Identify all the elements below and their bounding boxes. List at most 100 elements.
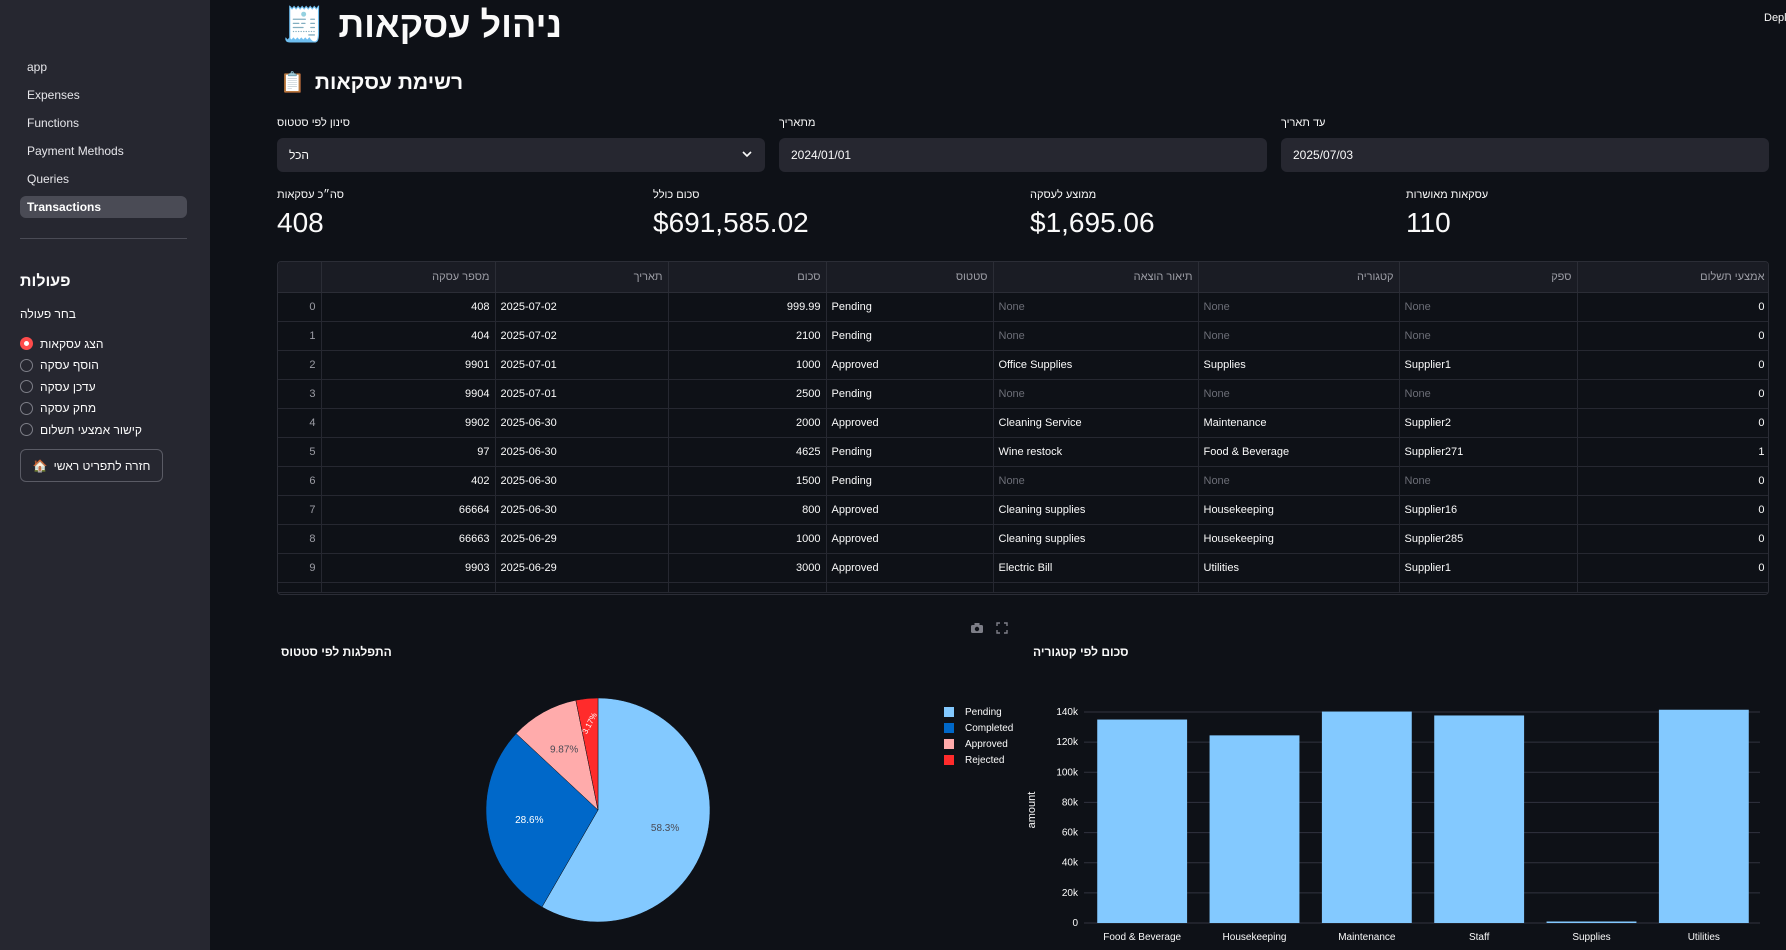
table-row[interactable]: 2 9901 2025-07-01 1000 Approved Office Suppli… xyxy=(278,350,1768,380)
clipboard-icon: 📋 xyxy=(280,72,305,94)
home-button[interactable]: 🏠 חזרה לתפריט ראשי xyxy=(20,449,163,482)
column-header[interactable]: תיאור הוצאה xyxy=(993,262,1199,293)
table-row[interactable]: 0 408 2025-07-02 999.99 Pending None None None 0 xyxy=(278,292,1768,322)
column-header[interactable]: אמצעי תשלום xyxy=(1577,262,1768,293)
page-title-text: ניהול עסקאות xyxy=(338,4,562,45)
to-date-value: 2025/07/03 xyxy=(1293,148,1354,162)
radio-option-label: עדכן עסקה xyxy=(40,379,96,394)
from-date-input[interactable]: 2024/01/01 xyxy=(779,138,1267,172)
legend-item[interactable]: Pending xyxy=(944,704,1013,720)
table-cell: 1 xyxy=(1577,437,1768,468)
table-cell: 4 xyxy=(278,408,322,438)
table-cell: Approved xyxy=(826,524,994,555)
pie-slice-completed[interactable] xyxy=(485,733,599,908)
chart-toolbar xyxy=(970,622,1008,637)
table-cell: Housekeeping xyxy=(1198,495,1400,526)
table-cell: 2025-06-29 xyxy=(495,553,669,584)
table-row[interactable]: 1 404 2025-07-02 2100 Pending None None None 0 xyxy=(278,321,1768,351)
table-cell: 404 xyxy=(321,321,496,351)
table-cell: 2100 xyxy=(668,321,827,351)
sidebar-item-app[interactable]: app xyxy=(27,60,48,74)
legend-item[interactable]: Approved xyxy=(944,736,1013,752)
radio-option-label: מחק עסקה xyxy=(40,401,97,416)
table-cell: Pending xyxy=(826,292,994,322)
action-radio-option[interactable]: מחק עסקה xyxy=(20,398,142,420)
status-filter-value: הכל xyxy=(289,148,310,162)
radio-option-label: הצג עסקאות xyxy=(40,336,104,351)
table-cell: 402 xyxy=(321,466,496,497)
status-filter-label: סינון לפי סטטוס xyxy=(277,117,350,129)
action-radio-option[interactable]: קישור אמצעי תשלום xyxy=(20,419,142,441)
column-header[interactable]: סכום xyxy=(668,262,827,293)
table-cell: None xyxy=(1198,379,1400,409)
table-row[interactable]: 4 9902 2025-06-30 2000 Approved Cleaning Serv… xyxy=(278,408,1768,438)
legend-label: Rejected xyxy=(965,754,1005,766)
column-header[interactable]: ספק xyxy=(1399,262,1578,293)
sidebar-item-transactions[interactable]: Transactions xyxy=(20,196,187,218)
column-header[interactable]: תאריך xyxy=(495,262,669,293)
action-radio-option[interactable]: עדכן עסקה xyxy=(20,376,142,398)
sidebar-item-functions[interactable]: Functions xyxy=(27,116,80,130)
fullscreen-icon[interactable] xyxy=(996,622,1008,637)
bar-maintenance[interactable] xyxy=(1321,711,1412,923)
bar-staff[interactable] xyxy=(1434,715,1525,923)
radio-option-label: קישור אמצעי תשלום xyxy=(40,422,142,437)
table-row[interactable]: 7 66664 2025-06-30 800 Approved Cleaning supp… xyxy=(278,495,1768,526)
actions-heading: פעולות xyxy=(20,273,71,290)
table-cell: 6 xyxy=(278,466,322,497)
table-cell: Wine restock xyxy=(993,437,1199,468)
bar-chart-title: סכום לפי קטגוריה xyxy=(1033,645,1129,659)
pie-slice-rejected[interactable] xyxy=(575,697,599,811)
bar-food-beverage[interactable] xyxy=(1097,719,1188,923)
column-header[interactable]: סטטוס xyxy=(826,262,994,293)
action-radio-option[interactable]: הצג עסקאות xyxy=(20,333,142,355)
bar-utilities[interactable] xyxy=(1658,709,1749,923)
table-row[interactable]: 3 9904 2025-07-01 2500 Pending None None None 0 xyxy=(278,379,1768,409)
column-header[interactable] xyxy=(278,262,322,293)
table-cell: 0 xyxy=(1577,553,1768,584)
page-title: 🧾 ניהול עסקאות xyxy=(282,4,562,46)
bar-supplies[interactable] xyxy=(1546,921,1637,923)
table-cell: Supplier1 xyxy=(1399,350,1578,380)
table-cell: 66664 xyxy=(321,495,496,526)
legend-item[interactable]: Rejected xyxy=(944,752,1013,768)
table-cell: 9904 xyxy=(321,379,496,409)
sidebar-item-queries[interactable]: Queries xyxy=(27,172,70,186)
column-header[interactable]: מספר עסקה xyxy=(321,262,496,293)
bar-housekeeping[interactable] xyxy=(1209,735,1300,923)
table-row[interactable]: 8 66663 2025-06-29 1000 Approved Cleaning sup… xyxy=(278,524,1768,555)
radio-dot-icon xyxy=(20,423,33,437)
sidebar-item-expenses[interactable]: Expenses xyxy=(27,88,80,102)
table-cell: Cleaning supplies xyxy=(993,524,1199,555)
table-cell: None xyxy=(993,292,1199,322)
table-row[interactable]: 5 97 2025-06-30 4625 Pending Wine restock Food… xyxy=(278,437,1768,468)
table-cell: Food & Beverage xyxy=(1198,437,1400,468)
metric-total-count-value: 408 xyxy=(277,207,324,238)
table-row[interactable]: 9 9903 2025-06-29 3000 Approved Electric Bill… xyxy=(278,553,1768,584)
table-cell: 1 xyxy=(278,321,322,351)
table-cell: 0 xyxy=(278,292,322,322)
legend-item[interactable]: Completed xyxy=(944,720,1013,736)
table-cell: Supplier2 xyxy=(1399,408,1578,438)
action-radio-option[interactable]: הוסף עסקה xyxy=(20,355,142,377)
bar-y-tick: 80k xyxy=(1062,797,1079,808)
bar-y-axis-label: amount xyxy=(1026,792,1038,829)
table-cell: Supplier1 xyxy=(1399,553,1578,584)
deploy-button[interactable]: Deploy xyxy=(1764,12,1786,24)
from-date-label: מתאריך xyxy=(779,117,816,129)
table-cell: Supplier16 xyxy=(1399,495,1578,526)
table-cell: 2025-06-30 xyxy=(495,495,669,526)
table-cell: Approved xyxy=(826,495,994,526)
bar-y-tick: 120k xyxy=(1056,737,1079,748)
to-date-input[interactable]: 2025/07/03 xyxy=(1281,138,1769,172)
pie-slice-pending[interactable] xyxy=(541,697,711,923)
table-cell: 2025-07-01 xyxy=(495,379,669,409)
to-date-label: עד תאריך xyxy=(1281,117,1326,129)
column-header[interactable]: קטגוריה xyxy=(1198,262,1400,293)
sidebar-item-payment-methods[interactable]: Payment Methods xyxy=(27,144,124,158)
camera-icon[interactable] xyxy=(970,622,984,637)
table-cell: Approved xyxy=(826,350,994,380)
transactions-table[interactable]: מספר עסקה תאריך סכום סטטוס תיאור הוצאה קטגורי… xyxy=(277,261,1769,595)
status-filter-select[interactable]: הכל xyxy=(277,138,765,172)
table-row[interactable]: 6 402 2025-06-30 1500 Pending None None None 0 xyxy=(278,466,1768,497)
